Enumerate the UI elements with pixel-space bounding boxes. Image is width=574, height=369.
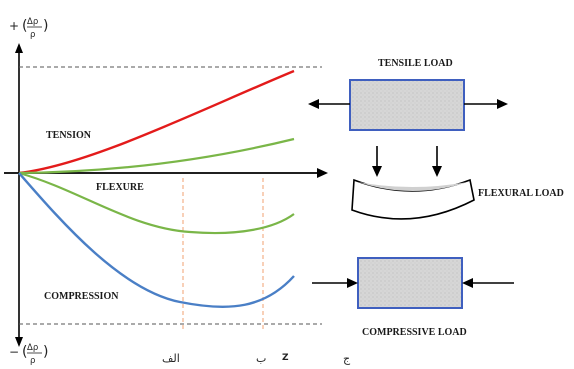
tensile-specimen — [349, 79, 465, 131]
y-axis-arrow-down-icon — [15, 337, 23, 347]
x-axis-arrow-icon — [317, 168, 328, 178]
compressive-specimen — [357, 257, 463, 309]
y-bottom-frac-num: Δρ — [27, 343, 38, 353]
y-axis-arrow-up-icon — [15, 43, 23, 53]
y-top-sign: + — [9, 19, 19, 33]
compression-curve — [18, 172, 295, 309]
footer-label-middle-a: ب — [256, 352, 266, 365]
flexural-arrow-left-icon — [372, 166, 382, 177]
svg-text:(: ( — [22, 344, 27, 360]
tensile-load-label: TENSILE LOAD — [378, 58, 453, 69]
flexure-upper-curve — [18, 137, 295, 175]
y-axis-bottom-label: − ( Δρ ρ ) — [9, 343, 48, 366]
tension-label: TENSION — [46, 130, 92, 141]
svg-text:(: ( — [22, 18, 27, 34]
footer-mark: Z — [282, 353, 289, 363]
svg-text:): ) — [43, 344, 48, 360]
tension-curve — [18, 69, 295, 175]
tensile-arrow-left-icon — [308, 99, 319, 109]
flexure-lower-curve — [18, 171, 295, 235]
y-bottom-sign: − — [9, 345, 19, 359]
footer-label-left: الف — [162, 352, 180, 365]
y-top-frac-den: ρ — [30, 30, 35, 40]
compressive-arrow-left-icon — [347, 278, 358, 288]
svg-text:): ) — [43, 18, 48, 34]
flexure-label: FLEXURE — [96, 182, 144, 193]
y-axis-top-label: + ( Δρ ρ ) — [9, 17, 48, 40]
compressive-arrow-right-icon — [462, 278, 473, 288]
flexural-arrow-right-icon — [432, 166, 442, 177]
compressive-load-label: COMPRESSIVE LOAD — [362, 327, 467, 338]
tensile-arrow-right-icon — [497, 99, 508, 109]
y-bottom-frac-den: ρ — [30, 356, 35, 366]
compression-label: COMPRESSION — [44, 291, 119, 302]
flexural-load-label: FLEXURAL LOAD — [478, 188, 564, 199]
flexural-specimen — [351, 178, 475, 220]
footer-label-middle-b: ج — [343, 352, 351, 365]
y-top-frac-num: Δρ — [27, 17, 38, 27]
